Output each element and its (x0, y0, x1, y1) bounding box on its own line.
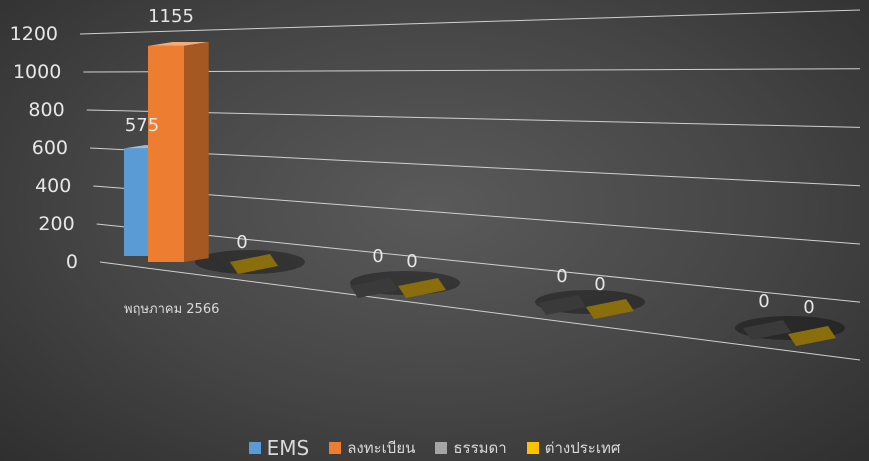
gridline (99, 261, 861, 361)
legend-swatch-ordinary (435, 442, 448, 454)
legend-swatch-ems (248, 442, 261, 454)
gridline (89, 147, 861, 187)
data-label: 0 (594, 274, 605, 295)
y-tick-label: 1200 (10, 23, 58, 45)
legend-swatch-registered (329, 442, 342, 454)
data-label: 0 (406, 251, 417, 272)
bar-zero-cat3a (538, 295, 586, 315)
legend-item-ems: EMS (248, 436, 310, 460)
legend-label-ordinary: ธรรมดา (453, 439, 507, 457)
bar-zero-cat4a (743, 320, 791, 340)
data-label: 0 (372, 246, 383, 267)
y-tick-label: 800 (28, 99, 64, 121)
legend-item-ordinary: ธรรมดา (435, 436, 507, 460)
gridline (79, 9, 861, 35)
bar-registered-cat0 (148, 41, 209, 263)
x-category-label: พฤษภาคม 2566 (124, 302, 219, 317)
legend-label-ems: EMS (266, 436, 310, 460)
data-label: 0 (803, 297, 814, 318)
bar-zero-cat3b (586, 299, 634, 319)
bar-zero-cat2b (398, 278, 446, 298)
legend-item-international: ต่างประเทศ (526, 436, 621, 460)
data-label: 0 (556, 266, 567, 287)
legend-swatch-international (526, 442, 539, 454)
gridline (96, 223, 861, 303)
bar-registered-cat0-front (148, 45, 184, 262)
gridlines (79, 9, 861, 361)
chart-legend: EMS ลงทะเบียน ธรรมดา ต่างประเทศ (0, 436, 869, 460)
legend-label-registered: ลงทะเบียน (347, 439, 416, 457)
bar-registered-cat0-side (184, 41, 209, 263)
legend-label-international: ต่างประเทศ (544, 439, 621, 457)
gridline (93, 185, 861, 245)
gridline (86, 109, 861, 128)
y-tick-label: 200 (38, 213, 74, 235)
bar-zero-cat4b (788, 326, 836, 346)
bar-zero-cat1 (230, 254, 278, 274)
data-label: 0 (236, 232, 247, 253)
bar-registered-cat0-top (148, 41, 209, 46)
data-label: 575 (125, 115, 159, 136)
gridline (83, 68, 861, 73)
data-label: 1155 (148, 6, 194, 27)
bar-zero-cat2a (350, 278, 398, 298)
y-tick-label: 600 (32, 137, 68, 159)
y-tick-label: 1000 (13, 61, 61, 83)
y-tick-label: 400 (35, 175, 71, 197)
y-tick-label: 0 (66, 251, 78, 273)
data-label: 0 (758, 291, 769, 312)
legend-item-registered: ลงทะเบียน (329, 436, 415, 460)
